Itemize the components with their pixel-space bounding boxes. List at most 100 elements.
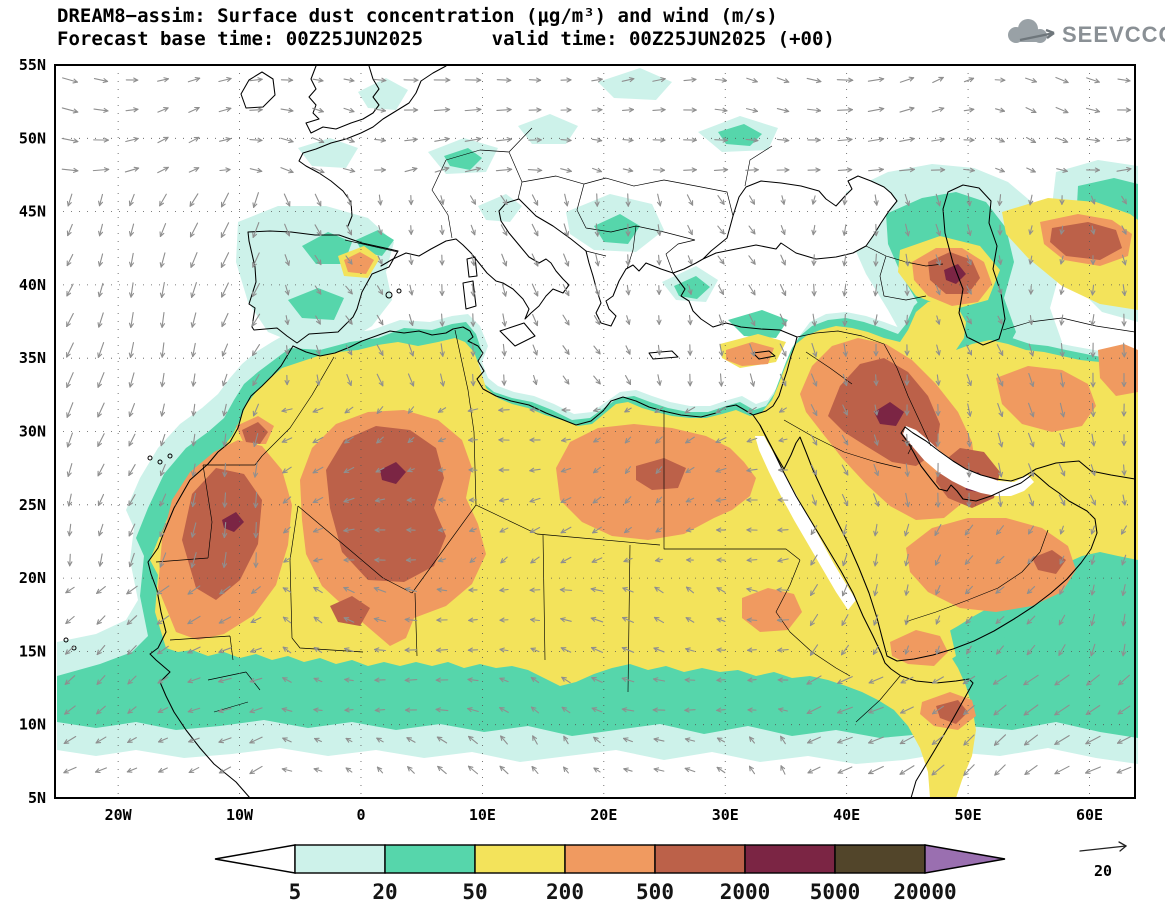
dust-region bbox=[598, 68, 672, 100]
wind-arrow bbox=[187, 677, 201, 684]
wind-arrow bbox=[433, 77, 451, 83]
wind-arrow bbox=[904, 463, 910, 477]
colorbar-level-label: 20 bbox=[372, 880, 397, 904]
wind-arrow bbox=[714, 107, 728, 113]
wind-arrow bbox=[405, 587, 417, 593]
wind-arrow bbox=[1116, 766, 1132, 774]
wind-arrow bbox=[560, 167, 572, 173]
wind-arrow bbox=[748, 225, 756, 235]
wind-arrow bbox=[345, 224, 353, 236]
wind-arrow bbox=[501, 343, 507, 357]
wind-arrow bbox=[464, 136, 482, 142]
wind-arrow bbox=[715, 497, 727, 503]
border-lines bbox=[155, 329, 901, 723]
wind-arrow bbox=[283, 557, 291, 563]
wind-arrow bbox=[560, 467, 572, 473]
wind-arrow bbox=[93, 107, 109, 113]
wind-arrow bbox=[499, 647, 509, 653]
wind-arrow bbox=[188, 136, 200, 144]
wind-arrow bbox=[249, 736, 263, 744]
water-mask bbox=[703, 176, 1034, 610]
wind-arrow bbox=[159, 552, 167, 568]
coastline bbox=[247, 230, 399, 344]
wind-arrow bbox=[374, 677, 386, 683]
colorbar-level-label: 200 bbox=[546, 880, 584, 904]
wind-arrow bbox=[531, 194, 539, 206]
wind-arrow bbox=[997, 493, 1003, 507]
wind-arrow bbox=[899, 765, 915, 775]
wind-arrow bbox=[189, 193, 199, 207]
wind-arrow bbox=[685, 617, 695, 623]
wind-arrow bbox=[841, 464, 849, 476]
wind-arrow bbox=[314, 193, 322, 207]
wind-arrow bbox=[189, 222, 199, 238]
wind-arrow bbox=[469, 527, 477, 533]
wind-arrow bbox=[1025, 107, 1037, 113]
wind-arrow bbox=[96, 705, 106, 715]
wind-arrow bbox=[222, 521, 228, 539]
wind-arrow bbox=[159, 463, 166, 477]
wind-arrow bbox=[747, 406, 757, 414]
wind-arrow bbox=[563, 735, 569, 745]
wind-arrow bbox=[966, 285, 972, 295]
wind-arrow bbox=[529, 587, 541, 593]
wind-arrow bbox=[995, 586, 1005, 594]
wind-arrow bbox=[157, 166, 169, 174]
wind-arrow bbox=[811, 254, 817, 266]
wind-arrow bbox=[376, 737, 384, 743]
wind-arrow bbox=[625, 315, 631, 325]
wind-arrow bbox=[250, 647, 262, 653]
dust-region bbox=[380, 462, 406, 484]
wind-arrow bbox=[560, 556, 572, 564]
wind-arrow bbox=[809, 644, 819, 656]
cape-verde-island bbox=[63, 637, 69, 643]
wind-arrow bbox=[249, 167, 263, 173]
wind-arrow bbox=[685, 647, 695, 653]
wind-arrow bbox=[191, 463, 197, 477]
wind-arrow bbox=[560, 137, 572, 143]
logo: SEEVCCC bbox=[1000, 14, 1165, 54]
wind-arrow bbox=[282, 737, 292, 743]
wind-arrow bbox=[654, 586, 664, 594]
wind-arrow bbox=[1117, 107, 1131, 113]
dust-region bbox=[344, 252, 374, 274]
wind-arrow bbox=[899, 106, 915, 113]
canary-island bbox=[157, 459, 163, 465]
wind-arrow bbox=[811, 464, 817, 476]
wind-arrow bbox=[1090, 494, 1096, 506]
wind-arrow bbox=[96, 644, 106, 656]
wind-arrow bbox=[1121, 403, 1127, 417]
dust-region bbox=[518, 114, 578, 144]
wind-arrow bbox=[867, 76, 885, 82]
wind-arrow bbox=[128, 372, 135, 388]
colorbar-segment bbox=[384, 844, 476, 874]
wind-arrow bbox=[439, 254, 445, 266]
colorbar-segment bbox=[294, 844, 386, 874]
wind-arrow bbox=[963, 734, 975, 746]
wind-arrow bbox=[653, 647, 665, 653]
wind-arrow bbox=[249, 77, 263, 83]
wind-arrow bbox=[776, 77, 790, 84]
wind-arrow bbox=[994, 77, 1006, 83]
wind-arrow bbox=[407, 467, 415, 473]
wind-arrow bbox=[376, 344, 384, 356]
wind-arrow bbox=[993, 734, 1007, 746]
wind-arrow bbox=[934, 554, 942, 566]
corsica bbox=[466, 256, 478, 278]
wind-arrow bbox=[190, 342, 196, 358]
wind-arrow bbox=[591, 707, 603, 713]
wind-arrow bbox=[842, 194, 848, 206]
wind-arrow bbox=[470, 254, 476, 266]
dust-region bbox=[1098, 344, 1138, 396]
wind-arrow bbox=[810, 525, 818, 535]
lat-tick-label: 20N bbox=[19, 569, 46, 587]
dust-region bbox=[890, 630, 948, 666]
wind-arrow bbox=[1085, 137, 1101, 143]
border-lines bbox=[344, 127, 773, 274]
wind-arrow bbox=[1028, 285, 1034, 295]
wind-arrow bbox=[532, 374, 538, 386]
wind-arrow bbox=[1055, 76, 1069, 84]
wind-arrow bbox=[1059, 285, 1065, 295]
dust-layer-500-2000 bbox=[182, 222, 1122, 724]
wind-reference-arrow bbox=[1079, 845, 1127, 852]
